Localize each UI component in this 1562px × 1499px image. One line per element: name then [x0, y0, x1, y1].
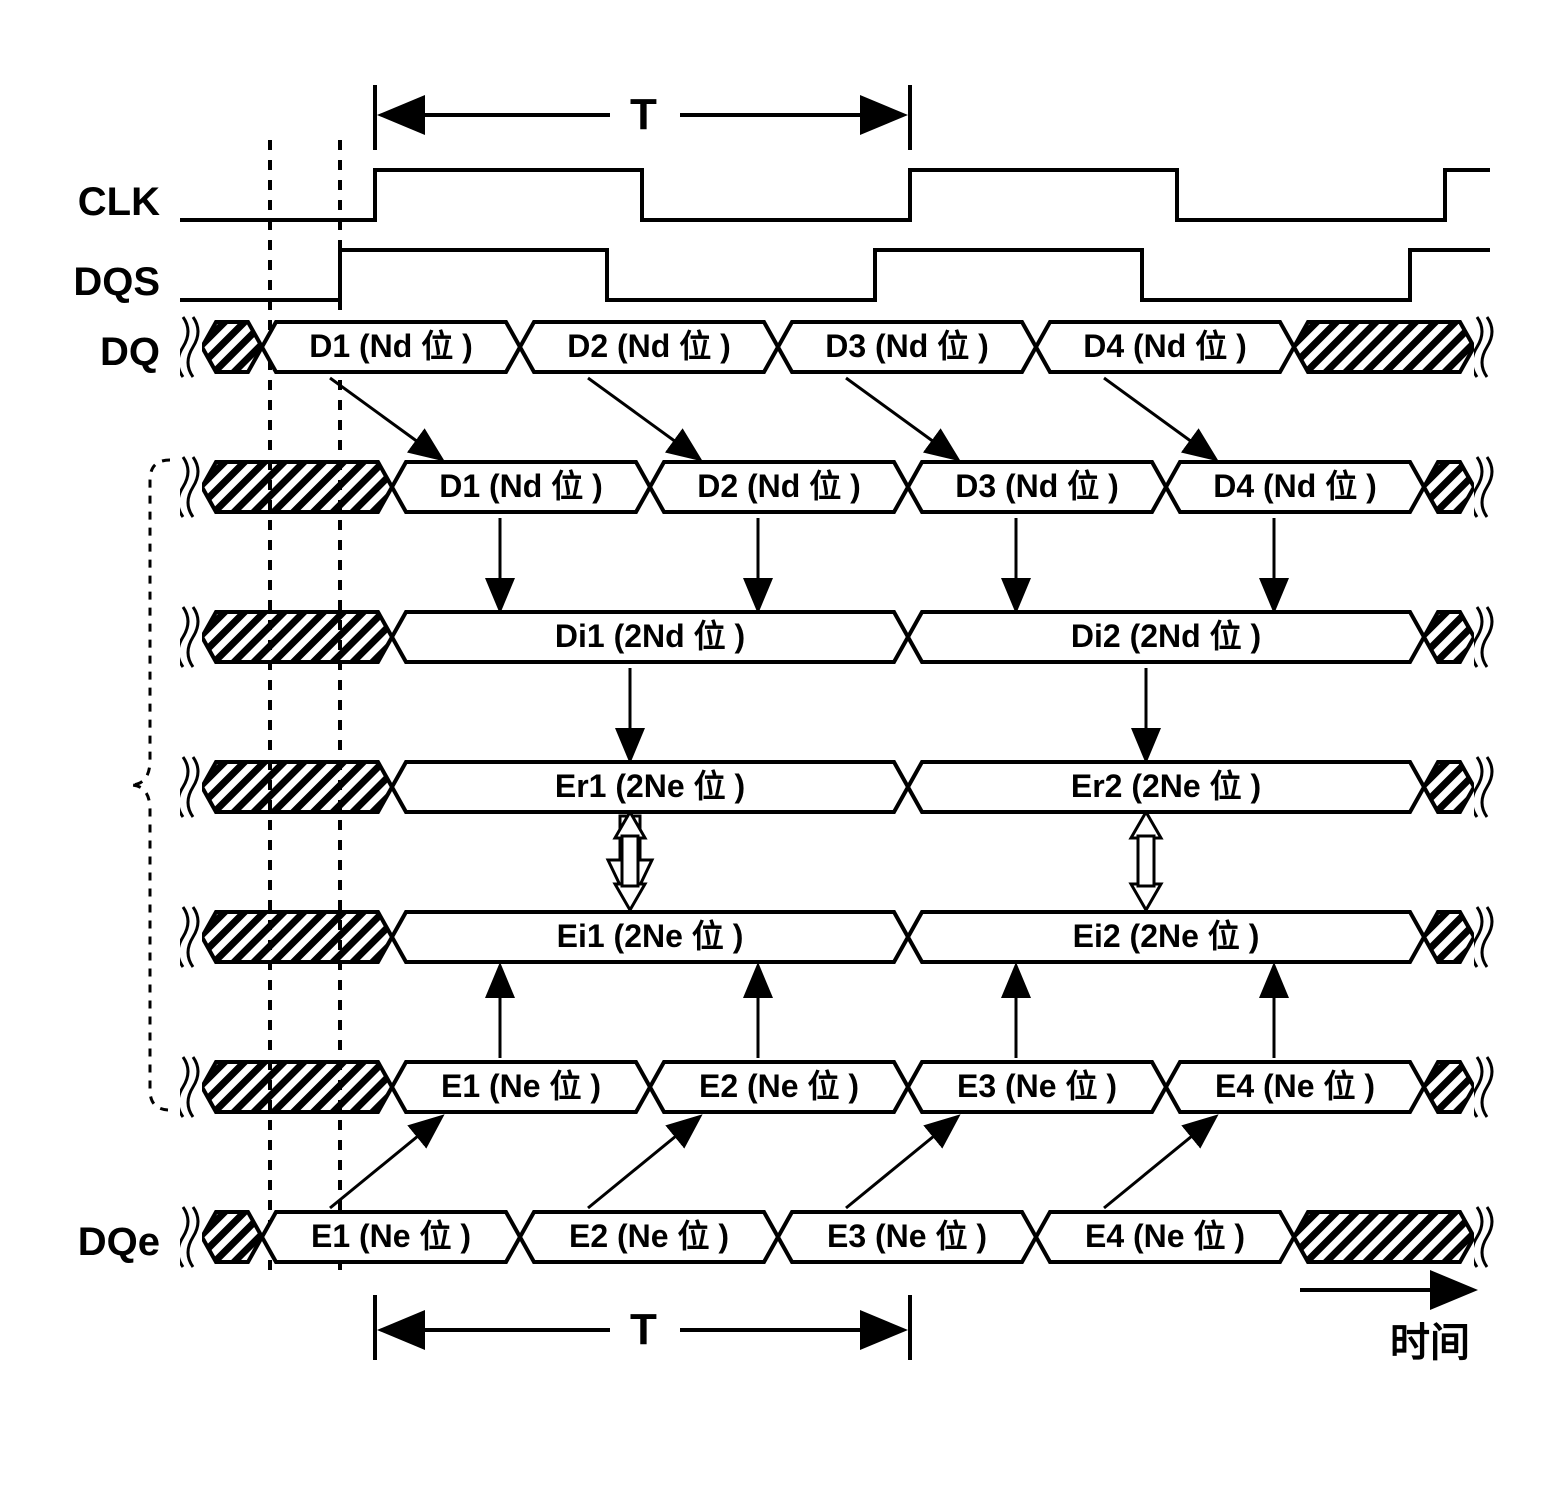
dqe-label: DQe — [40, 1220, 160, 1265]
break-mark — [1474, 315, 1496, 379]
data-segment: E4 (Ne 位 ) — [1036, 1210, 1294, 1264]
data-row-e-delayed: E1 (Ne 位 ) E2 (Ne 位 ) E3 (Ne 位 ) E4 (Ne 位 ) — [180, 1060, 1496, 1114]
hatch-segment — [1424, 910, 1474, 964]
data-segment-text: D4 (Nd 位 ) — [1083, 328, 1247, 364]
break-mark — [180, 905, 202, 969]
break-mark — [1474, 455, 1496, 519]
break-mark — [180, 1205, 202, 1269]
data-segment-text: Ei2 (2Ne 位 ) — [1073, 918, 1260, 954]
break-mark — [1474, 605, 1496, 669]
hatch-segment — [1424, 1060, 1474, 1114]
data-segment-text: E4 (Ne 位 ) — [1215, 1068, 1375, 1104]
hatch-segment — [202, 1210, 262, 1264]
data-segment-text: Er2 (2Ne 位 ) — [1071, 768, 1261, 804]
data-segment: E1 (Ne 位 ) — [262, 1210, 520, 1264]
data-segment-text: Ei1 (2Ne 位 ) — [557, 918, 744, 954]
hatch-segment — [1294, 1210, 1474, 1264]
hatch-segment — [202, 760, 392, 814]
period-label-top: T — [630, 90, 657, 140]
data-segment-text: E1 (Ne 位 ) — [441, 1068, 601, 1104]
data-segment-text: D1 (Nd 位 ) — [439, 468, 603, 504]
break-mark — [180, 605, 202, 669]
break-mark — [1474, 755, 1496, 819]
data-row-dqe: E1 (Ne 位 ) E2 (Ne 位 ) E3 (Ne 位 ) E4 (Ne 位 ) — [180, 1210, 1496, 1264]
hatch-segment — [1424, 760, 1474, 814]
data-segment-text: E3 (Ne 位 ) — [957, 1068, 1117, 1104]
data-segment-text: D2 (Nd 位 ) — [697, 468, 861, 504]
break-mark — [1474, 1205, 1496, 1269]
data-segment-text: D4 (Nd 位 ) — [1213, 468, 1377, 504]
arrows-di-to-er — [630, 668, 1146, 758]
data-segment: E3 (Ne 位 ) — [778, 1210, 1036, 1264]
dqs-label: DQS — [40, 260, 160, 305]
data-segment-text: D3 (Nd 位 ) — [825, 328, 989, 364]
break-mark — [180, 1055, 202, 1119]
dq-label: DQ — [40, 330, 160, 375]
arrows-dqe-to-delayed — [330, 1118, 1214, 1208]
data-row-d-delayed: D1 (Nd 位 ) D2 (Nd 位 ) D3 (Nd 位 ) D4 (Nd 位 ) — [180, 460, 1496, 514]
data-segment: D2 (Nd 位 ) — [650, 460, 908, 514]
data-segment-text: D1 (Nd 位 ) — [309, 328, 473, 364]
data-row-er: Er1 (2Ne 位 ) Er2 (2Ne 位 ) — [180, 760, 1496, 814]
break-mark — [1474, 905, 1496, 969]
clk-label: CLK — [40, 180, 160, 225]
data-segment: D1 (Nd 位 ) — [392, 460, 650, 514]
data-segment: D2 (Nd 位 ) — [520, 320, 778, 374]
data-segment: E2 (Ne 位 ) — [650, 1060, 908, 1114]
break-mark — [180, 455, 202, 519]
data-segment: D4 (Nd 位 ) — [1036, 320, 1294, 374]
data-segment: D4 (Nd 位 ) — [1166, 460, 1424, 514]
data-row-dq: D1 (Nd 位 ) D2 (Nd 位 ) D3 (Nd 位 ) D4 (Nd 位 ) — [180, 320, 1496, 374]
hatch-segment — [1294, 320, 1474, 374]
data-segment: Di1 (2Nd 位 ) — [392, 610, 908, 664]
arrows-dq-to-delayed — [330, 378, 1214, 458]
data-row-ei: Ei1 (2Ne 位 ) Ei2 (2Ne 位 ) — [180, 910, 1496, 964]
data-segment: Di2 (2Nd 位 ) — [908, 610, 1424, 664]
data-segment-text: D3 (Nd 位 ) — [955, 468, 1119, 504]
data-segment-text: E1 (Ne 位 ) — [311, 1218, 471, 1254]
data-segment-text: D2 (Nd 位 ) — [567, 328, 731, 364]
data-segment: Ei1 (2Ne 位 ) — [392, 910, 908, 964]
data-segment-text: E4 (Ne 位 ) — [1085, 1218, 1245, 1254]
hatch-segment — [1424, 460, 1474, 514]
data-segment: D3 (Nd 位 ) — [908, 460, 1166, 514]
break-mark — [1474, 1055, 1496, 1119]
data-segment: Er1 (2Ne 位 ) — [392, 760, 908, 814]
data-segment: Ei2 (2Ne 位 ) — [908, 910, 1424, 964]
arrows-d-to-di — [500, 518, 1274, 608]
hatch-segment — [202, 1060, 392, 1114]
data-segment: E3 (Ne 位 ) — [908, 1060, 1166, 1114]
data-segment: Er2 (2Ne 位 ) — [908, 760, 1424, 814]
arrows-e-to-ei — [500, 968, 1274, 1058]
break-mark — [180, 755, 202, 819]
data-segment-text: E3 (Ne 位 ) — [827, 1218, 987, 1254]
data-segment-text: E2 (Ne 位 ) — [699, 1068, 859, 1104]
hatch-segment — [202, 910, 392, 964]
data-segment: E1 (Ne 位 ) — [392, 1060, 650, 1114]
time-axis-label: 时间 — [1390, 1310, 1470, 1368]
double-arrows-er-ei — [608, 812, 1161, 910]
period-label-bottom: T — [630, 1305, 657, 1355]
break-mark — [180, 315, 202, 379]
hatch-segment — [202, 610, 392, 664]
data-row-di: Di1 (2Nd 位 ) Di2 (2Nd 位 ) — [180, 610, 1496, 664]
hatch-segment — [202, 460, 392, 514]
data-segment: E4 (Ne 位 ) — [1166, 1060, 1424, 1114]
hatch-segment — [1424, 610, 1474, 664]
data-segment: D1 (Nd 位 ) — [262, 320, 520, 374]
data-segment: E2 (Ne 位 ) — [520, 1210, 778, 1264]
data-segment-text: Er1 (2Ne 位 ) — [555, 768, 745, 804]
data-segment: D3 (Nd 位 ) — [778, 320, 1036, 374]
hatch-segment — [202, 320, 262, 374]
timing-diagram: T T 时间 CLK DQS DQ DQe D1 (Nd 位 ) D2 (Nd 位… — [40, 40, 1520, 1440]
data-segment-text: Di2 (2Nd 位 ) — [1071, 618, 1261, 654]
data-segment-text: Di1 (2Nd 位 ) — [555, 618, 745, 654]
data-segment-text: E2 (Ne 位 ) — [569, 1218, 729, 1254]
